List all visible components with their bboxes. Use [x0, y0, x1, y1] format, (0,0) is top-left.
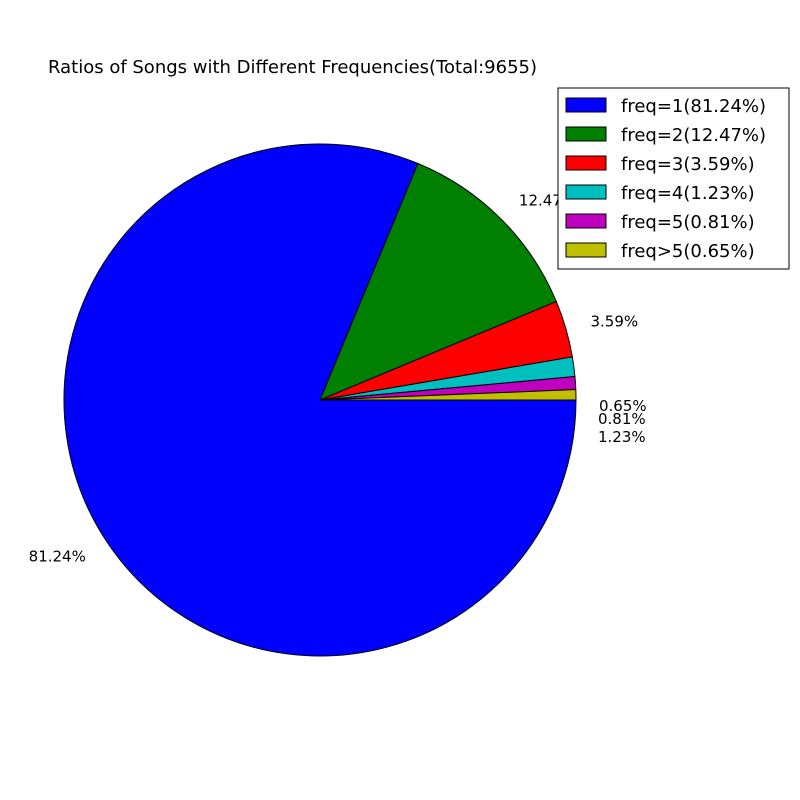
pie-label-freq-gt-5: 0.65%	[599, 397, 647, 415]
legend-swatch-freq-3	[565, 155, 607, 171]
legend-swatch-freq-1	[565, 97, 607, 113]
pie-labels: 81.24%12.47%3.59%1.23%0.81%0.65%	[29, 192, 647, 566]
pie-label-freq-4: 1.23%	[598, 428, 646, 446]
legend-label-freq-gt-5: freq>5(0.65%)	[621, 241, 755, 262]
legend-swatch-freq-4	[565, 184, 607, 200]
chart-title: Ratios of Songs with Different Frequenci…	[48, 57, 537, 78]
legend-label-freq-2: freq=2(12.47%)	[621, 125, 766, 146]
pie-slice-freq-gt-5	[319, 389, 577, 401]
legend-label-freq-1: freq=1(81.24%)	[621, 96, 766, 117]
pie-label-freq-1: 81.24%	[29, 547, 86, 565]
legend-label-freq-3: freq=3(3.59%)	[621, 154, 755, 175]
pie-label-freq-3: 3.59%	[590, 313, 638, 331]
legend-label-freq-5: freq=5(0.81%)	[621, 212, 755, 233]
pie-label-freq-5: 0.81%	[598, 410, 646, 428]
legend: freq=1(81.24%) freq=2(12.47%) freq=3(3.59%…	[557, 87, 790, 270]
legend-label-freq-4: freq=4(1.23%)	[621, 183, 755, 204]
pie-slice-freq-2	[319, 162, 557, 401]
legend-frame	[557, 87, 790, 270]
legend-swatch-freq-5	[565, 213, 607, 229]
legend-swatch-freq-2	[565, 126, 607, 142]
legend-swatch-freq-gt-5	[565, 242, 607, 258]
pie-slices	[63, 143, 577, 657]
